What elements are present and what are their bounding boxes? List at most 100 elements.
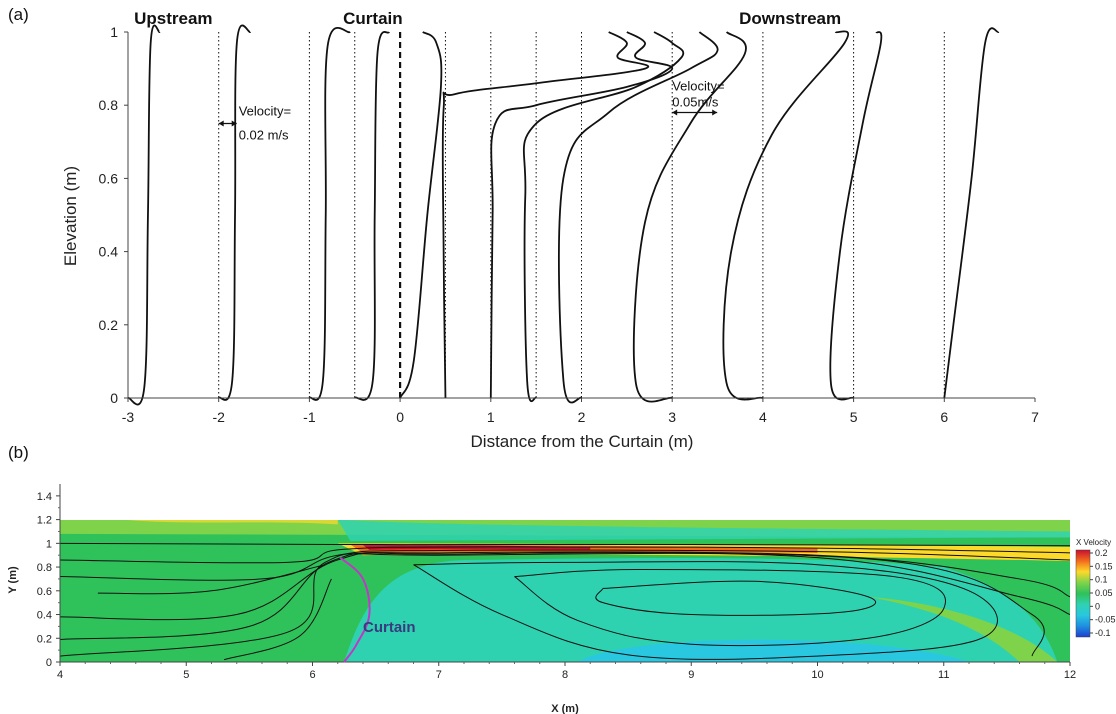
scale-arrowhead-left bbox=[672, 109, 678, 116]
x-tick-label-b: 6 bbox=[309, 669, 315, 681]
region-labels: Upstream Curtain Downstream bbox=[134, 9, 841, 28]
x-tick-label-a: 7 bbox=[1031, 409, 1039, 425]
velocity-profile bbox=[943, 27, 1000, 399]
region-label: Downstream bbox=[739, 9, 841, 28]
velocity-profile bbox=[722, 30, 850, 401]
colorbar-tick-label: -0.1 bbox=[1095, 628, 1111, 638]
recirculation-zone bbox=[344, 558, 1058, 662]
colorbar-tick-label: 0.1 bbox=[1095, 575, 1108, 585]
streamline bbox=[60, 546, 1070, 564]
streamline bbox=[413, 561, 998, 660]
curtain-line bbox=[339, 556, 371, 663]
x-tick-label-a: 4 bbox=[759, 409, 767, 425]
x-tick-label-b: 12 bbox=[1064, 669, 1076, 681]
y-tick-label-a: 0 bbox=[110, 390, 118, 406]
colorbar-tick-label: 0 bbox=[1095, 601, 1100, 611]
velocity-profile bbox=[829, 31, 883, 401]
panel-b: (b) 4 5 6 7 8 9 10 11 12 0 0.2 0.4 0.6 0.8 1 1.2 1.4 Cur… bbox=[7, 443, 1116, 714]
colorbar: X Velocity 0.2 0.15 0.1 0.05 0 -0.05 -0.1 bbox=[1075, 538, 1116, 638]
velocity-profile bbox=[399, 31, 443, 399]
y-tick-label-a: 0.6 bbox=[99, 170, 119, 186]
streamline bbox=[60, 552, 1045, 657]
x-tick-label-b: 8 bbox=[562, 669, 568, 681]
y-tick-label-b: 1.4 bbox=[37, 491, 52, 503]
colorbar-tick-label: 0.2 bbox=[1095, 548, 1108, 558]
reverse-flow-zone bbox=[577, 639, 969, 662]
y-tick-label-b: 0.4 bbox=[37, 610, 52, 622]
y-axis-title-b: Y (m) bbox=[7, 566, 19, 594]
streamline bbox=[514, 568, 946, 647]
y-axis-title-a: Elevation (m) bbox=[61, 166, 80, 266]
velocity-profiles bbox=[127, 24, 1000, 406]
x-tick-label-b: 9 bbox=[688, 669, 694, 681]
y-tick-label-b: 1 bbox=[46, 538, 52, 550]
x-tick-label-b: 7 bbox=[436, 669, 442, 681]
velocity-annotation-line2: 0.05m/s bbox=[672, 95, 719, 110]
velocity-contour-field bbox=[60, 484, 1070, 662]
air-region bbox=[60, 484, 1070, 520]
colorbar-tick-label: -0.05 bbox=[1095, 615, 1116, 625]
velocity-annotation-line1: Velocity= bbox=[239, 104, 291, 119]
region-label: Upstream bbox=[134, 9, 212, 28]
colorbar-ticks: 0.2 0.15 0.1 0.05 0 -0.05 -0.1 bbox=[1090, 548, 1116, 638]
surface-slow-zone bbox=[337, 520, 1070, 541]
colorbar-tick-label: 0.05 bbox=[1095, 588, 1113, 598]
scale-arrowhead-right bbox=[231, 120, 237, 127]
x-tick-label-a: -2 bbox=[212, 409, 225, 425]
streamline bbox=[60, 549, 1070, 581]
x-tick-label-a: 6 bbox=[940, 409, 948, 425]
x-tick-label-a: 0 bbox=[396, 409, 404, 425]
jet-core bbox=[363, 545, 591, 550]
x-tick-label-a: 5 bbox=[850, 409, 858, 425]
y-tick-label-a: 0.2 bbox=[99, 317, 119, 333]
colorbar-scale bbox=[1075, 549, 1091, 638]
velocity-profile bbox=[441, 31, 650, 399]
y-tick-label-b: 0 bbox=[46, 657, 52, 669]
velocity-profile bbox=[522, 31, 685, 403]
x-axis-title-a: Distance from the Curtain (m) bbox=[471, 432, 694, 451]
x-tick-label-b: 10 bbox=[811, 669, 823, 681]
colorbar-title: X Velocity bbox=[1076, 538, 1111, 547]
velocity-profile bbox=[557, 31, 719, 404]
y-tick-label-a: 0.8 bbox=[99, 97, 119, 113]
y-tick-label-a: 1 bbox=[110, 24, 118, 40]
x-tick-label-a: 2 bbox=[578, 409, 586, 425]
velocity-profile bbox=[308, 27, 351, 401]
velocity-profile bbox=[354, 31, 391, 401]
scale-arrowhead-right bbox=[712, 109, 718, 116]
station-lines bbox=[127, 32, 945, 398]
velocity-profile bbox=[632, 31, 747, 403]
velocity-profile bbox=[127, 24, 161, 406]
region-label: Curtain bbox=[343, 9, 403, 28]
streamlines bbox=[60, 542, 1070, 661]
x-tick-label-b: 11 bbox=[938, 669, 949, 681]
colorbar-tick-label: 0.15 bbox=[1095, 561, 1113, 571]
panel-label-a: (a) bbox=[8, 5, 29, 24]
x-tick-label-a: -3 bbox=[122, 409, 135, 425]
streamline bbox=[595, 580, 876, 616]
velocity-annotation-line2: 0.02 m/s bbox=[239, 128, 289, 143]
streamline bbox=[60, 552, 1070, 640]
y-tick-label-b: 1.2 bbox=[37, 515, 52, 527]
x-tick-label-b: 5 bbox=[183, 669, 189, 681]
scale-arrowhead-left bbox=[218, 120, 224, 127]
return-flow-band bbox=[868, 596, 1058, 662]
y-tick-label-b: 0.2 bbox=[37, 633, 52, 645]
streamline bbox=[60, 542, 1070, 547]
velocity-profile bbox=[217, 24, 252, 401]
ticks-b: 4 5 6 7 8 9 10 11 12 0 0.2 0.4 0.6 0.8 1 1.2 1.4 bbox=[37, 491, 1076, 681]
panel-a: (a) -3 -2 -1 0 1 2 3 4 5 6 7 0 0.2 0.4 0.6 0.8 1 Upstrea… bbox=[8, 5, 1039, 451]
x-tick-label-a: 3 bbox=[668, 409, 676, 425]
velocity-profile bbox=[489, 31, 674, 399]
streamline bbox=[97, 564, 326, 595]
panel-label-b: (b) bbox=[8, 443, 29, 462]
x-tick-label-b: 4 bbox=[57, 669, 63, 681]
y-tick-label-a: 0.4 bbox=[99, 244, 119, 260]
curtain-label-b: Curtain bbox=[363, 619, 416, 636]
streamline bbox=[223, 578, 332, 661]
x-tick-label-a: 1 bbox=[487, 409, 495, 425]
y-tick-label-b: 0.6 bbox=[37, 586, 52, 598]
x-axis-title-b: X (m) bbox=[551, 703, 579, 714]
